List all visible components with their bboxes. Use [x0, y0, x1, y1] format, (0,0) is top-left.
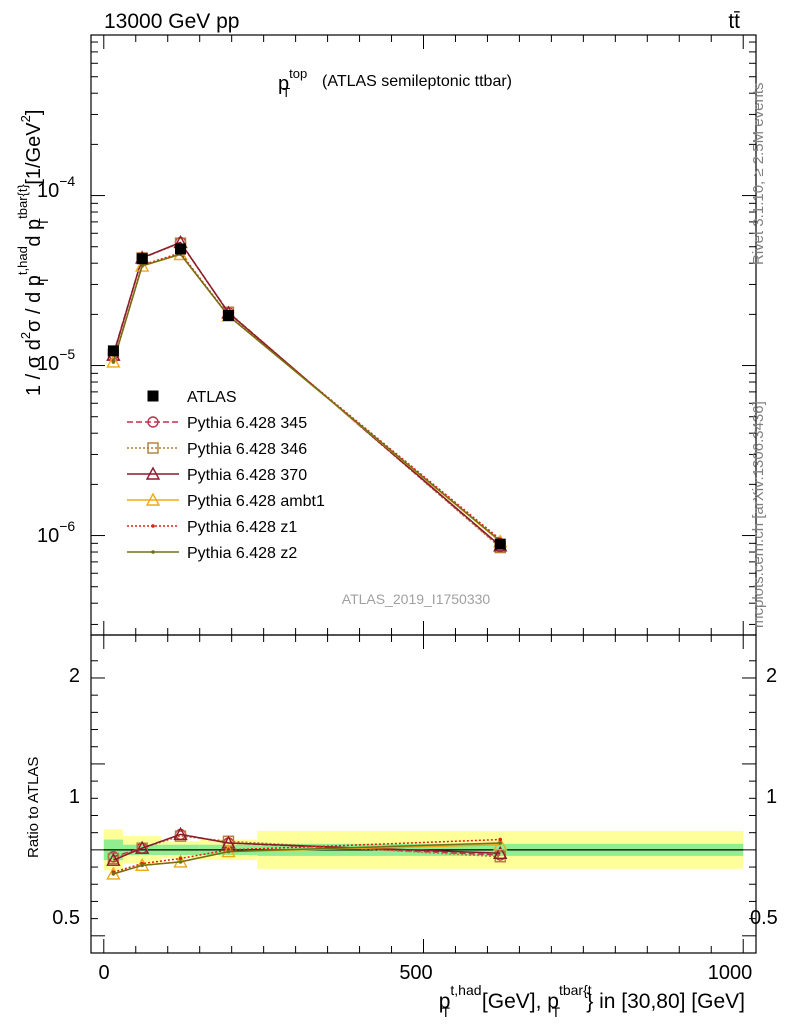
ratio-point-pythia-6-428-z2: [226, 849, 231, 854]
ratio-axis-ticks: [91, 635, 756, 953]
ratio-tick-label-1: 1: [69, 786, 80, 808]
legend-label-pythia-6-428-ambt1: Pythia 6.428 ambt1: [187, 493, 325, 510]
plot-subtitle: (ATLAS semileptonic ttbar): [322, 73, 512, 90]
legend-label-pythia-6-428-370: Pythia 6.428 370: [187, 467, 307, 484]
y-axis-title-ratio: Ratio to ATLAS: [25, 757, 42, 858]
x-tick-label-1000: 1000: [708, 962, 753, 984]
ratio-panel: 2 1 0.5 2 1 0.5 Ratio to ATLAS 0 500 100…: [25, 634, 778, 1020]
x-tick-label-500: 500: [399, 962, 432, 984]
ratio-frame: [90, 634, 757, 954]
y-axis-title-main: 1 / σ d2σ / d pt,hadT d ptbar{t}T [1/GeV…: [15, 110, 51, 396]
main-series-layer: [106, 234, 508, 554]
ratio-point-pythia-6-428-370: [106, 852, 121, 866]
ratio-point-pythia-6-428-370: [493, 845, 508, 860]
data-point-atlas: [107, 345, 119, 357]
data-point-atlas: [222, 309, 234, 321]
legend-label-pythia-6-428-z1: Pythia 6.428 z1: [187, 519, 297, 536]
ratio-point-pythia-6-428-z2: [178, 860, 183, 864]
data-point-atlas: [494, 538, 506, 550]
ratio-point-pythia-6-428-z1: [178, 856, 183, 861]
legend: ATLAS Pythia 6.428 345 Pythia 6.428 346 Pyt…: [127, 389, 325, 562]
data-point-atlas: [175, 243, 187, 255]
legend-marker-pythia-6-428-346: [147, 442, 159, 454]
ratio-point-pythia-6-428-370: [221, 835, 236, 849]
x-axis-title: pt,had T [GeV], ptbar{t T} in [30,80] [GeV…: [439, 982, 745, 1020]
ratio-tick-label-2-right: 2: [766, 665, 777, 687]
legend-marker-pythia-6-428-ambt1: [145, 492, 161, 506]
analysis-watermark: ATLAS_2019_I1750330: [342, 591, 491, 607]
ratio-series-layer: [106, 826, 508, 880]
ratio-tick-label-0.5: 0.5: [52, 907, 80, 929]
ratio-point-pythia-6-428-z2: [140, 863, 144, 868]
ratio-point-pythia-6-428-z1: [498, 837, 503, 842]
y-tick-label-1e-4: 10−4: [37, 173, 75, 202]
main-axis-ticks: [91, 35, 756, 635]
ratio-tick-label-1-right: 1: [766, 786, 777, 808]
ratio-point-pythia-6-428-z2: [111, 872, 116, 876]
data-point-atlas: [136, 253, 148, 265]
header-right: tt̄: [728, 10, 740, 33]
legend-marker-pythia-6-428-345: [147, 416, 159, 428]
legend-label-pythia-6-428-345: Pythia 6.428 345: [187, 415, 307, 432]
ratio-point-pythia-6-428-370: [173, 826, 188, 841]
y-tick-label-1e-6: 10−6: [37, 518, 75, 547]
legend-label-pythia-6-428-z2: Pythia 6.428 z2: [187, 545, 297, 562]
legend-label-atlas: ATLAS: [187, 389, 237, 406]
rivet-version-text: Rivet 3.1.10, ≥ 2.5M events: [750, 83, 767, 266]
legend-marker-atlas: [147, 390, 159, 402]
ratio-tick-label-2: 2: [69, 665, 80, 687]
main-frame: [90, 34, 757, 636]
ratio-point-pythia-6-428-370: [134, 840, 150, 854]
series-point-pythia-6-428-ambt1: [106, 354, 121, 368]
series-point-pythia-6-428-z2: [140, 264, 144, 268]
legend-marker-pythia-6-428-z1: [151, 524, 155, 528]
series-point-pythia-6-428-z2: [111, 360, 116, 364]
legend-marker-pythia-6-428-z2: [151, 550, 155, 554]
y-tick-label-1e-5: 10−5: [37, 346, 75, 375]
header-left: 13000 GeV pp: [104, 10, 239, 33]
ratio-point-pythia-6-428-z2: [498, 841, 503, 845]
ratio-point-pythia-6-428-ambt1: [493, 837, 508, 851]
plot-title: ptop T: [278, 66, 307, 100]
mcplots-reference-text: mcplots.cern.ch [arXiv:1306.3436]: [750, 401, 767, 628]
main-panel: ptop T (ATLAS semileptonic ttbar) ATLAS_2…: [15, 34, 757, 636]
x-tick-label-0: 0: [98, 962, 109, 984]
ratio-tick-label-0.5-right: 0.5: [750, 907, 778, 929]
legend-label-pythia-6-428-346: Pythia 6.428 346: [187, 441, 307, 458]
legend-marker-pythia-6-428-370: [145, 466, 161, 480]
